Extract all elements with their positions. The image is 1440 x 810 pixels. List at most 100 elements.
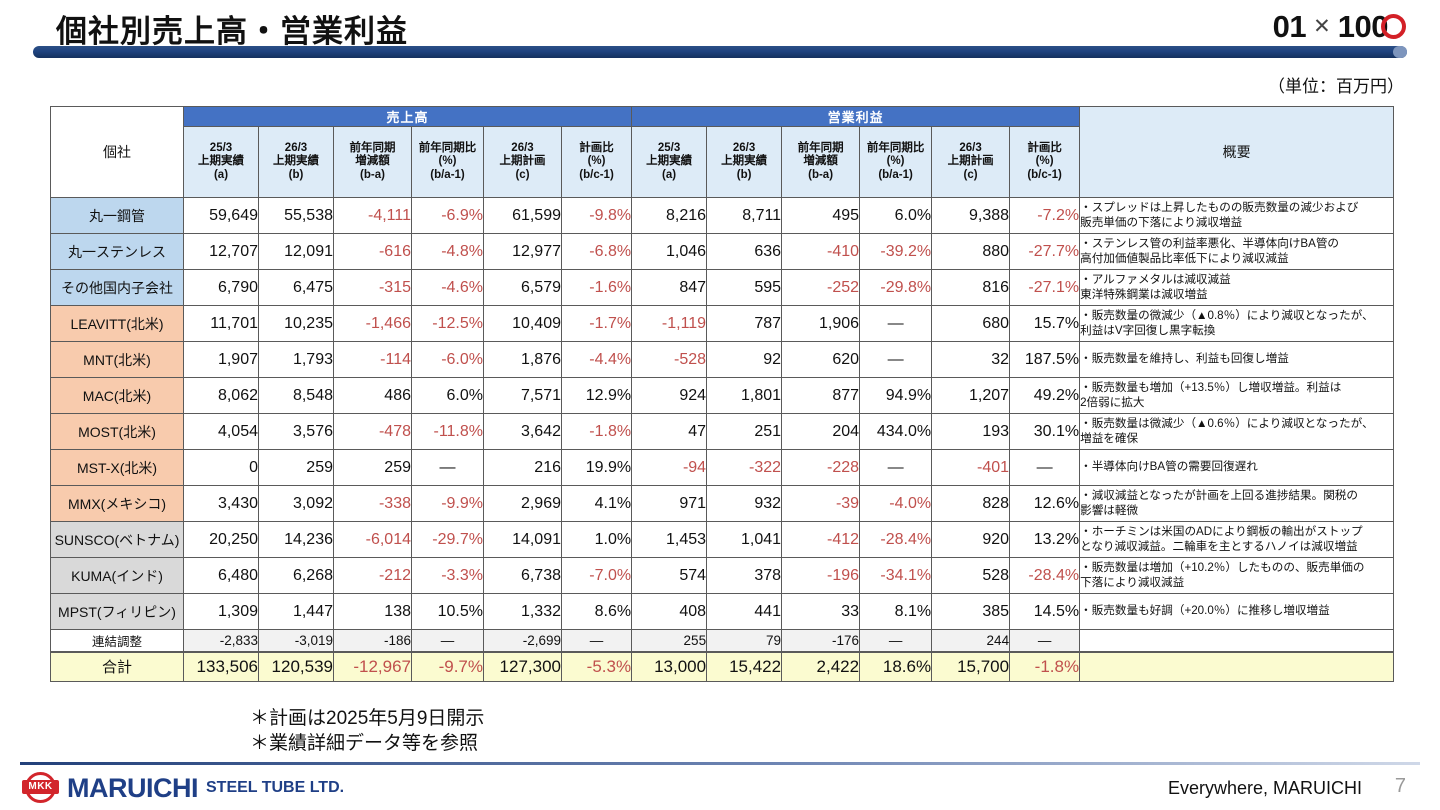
subheader-profit-2: 前年同期 増減額 (b-a) [781,126,861,198]
cell-profit-1: 932 [706,485,783,522]
cell-sales-4: 2,969 [483,485,562,522]
cell-sales-0: 8,062 [183,377,259,414]
cell-profit-4: 32 [931,341,1011,378]
cell-profit-1: 1,041 [706,521,783,558]
cell-profit-0: -94 [631,449,708,486]
cell-sales-4: -2,699 [483,629,562,652]
table-row: その他国内子会社 6,790 6,475 -315 -4.6% 6,579 -1.6% 847… [50,269,1395,306]
summary-header-cell: 概要 [1079,106,1395,198]
cell-sales-4: 61,599 [483,197,562,234]
corp-header-cell: 個社 [50,106,184,198]
cell-sales-1: 10,235 [258,305,334,342]
cell-sales-0: 1,907 [183,341,259,378]
cell-profit-3: 434.0% [859,413,933,450]
cell-profit-4: 9,388 [931,197,1011,234]
cell-sales-1: 1,447 [258,593,334,630]
cell-sales-2: -315 [333,269,412,306]
cell-profit-1: -322 [706,449,783,486]
footnotes: ＊計画は2025年5月9日開示 ＊業績詳細データ等を参照 [250,708,485,755]
cell-profit-2: -39 [781,485,861,522]
mkk-band: MKK [22,780,59,794]
brand-logo-01x100: 01 ✕ 100 [1273,8,1406,44]
cell-sales-0: 12,707 [183,233,259,270]
brand-logo-right-text: 100 [1338,11,1406,42]
subheader-sales-2: 前年同期 増減額 (b-a) [333,126,412,198]
financial-table: 個社 売上高 営業利益 概要 25/3 上期実績 (a) 26/3 上期実績 (b) 前… [50,106,1395,682]
maruichi-logo: MKK MARUICHI STEEL TUBE LTD. [22,772,344,805]
cell-profit-2: 33 [781,593,861,630]
group-header-sales: 売上高 [182,106,633,127]
cell-sales-2: -4,111 [333,197,412,234]
row-summary-note [1079,650,1395,682]
cell-profit-4: 920 [931,521,1011,558]
cell-sales-1: 3,092 [258,485,334,522]
table-row: SUNSCO(ベトナム) 20,250 14,236 -6,014 -29.7% 14,0… [50,521,1395,558]
cell-profit-5: 12.6% [1009,485,1081,522]
cell-sales-1: 14,236 [258,521,334,558]
row-summary-note: ・アルファメタルは減収減益 東洋特殊鋼業は減収増益 [1079,269,1395,306]
title-rule-knob [1393,46,1407,58]
cell-sales-2: -12,967 [333,650,412,682]
cell-profit-4: 528 [931,557,1011,594]
table-row: 連結調整 -2,833 -3,019 -186— -2,699—255 79 -176—24… [50,629,1395,652]
cell-profit-2: -412 [781,521,861,558]
subheader-sales-3: 前年同期比 (%) (b/a-1) [411,126,484,198]
cell-profit-2: -196 [781,557,861,594]
summary-header-label: 概要 [1222,144,1251,160]
cell-sales-2: -1,466 [333,305,412,342]
cell-sales-2: 486 [333,377,412,414]
row-company-name: MNT(北米) [50,341,184,378]
row-summary-note [1079,629,1395,652]
cell-profit-3: -39.2% [859,233,933,270]
row-company-name: 連結調整 [50,629,184,652]
cell-sales-3: 6.0% [411,377,484,414]
table-row: LEAVITT(北米) 11,701 10,235 -1,466 -12.5% 10,40… [50,305,1395,342]
cell-sales-3: -3.3% [411,557,484,594]
cell-sales-1: -3,019 [258,629,334,652]
cell-sales-0: 20,250 [183,521,259,558]
cell-sales-5: 4.1% [560,485,633,522]
cell-sales-5: -5.3% [560,650,633,682]
table-row: MPST(フィリピン) 1,309 1,447 138 10.5% 1,332 8.6% 40… [50,593,1395,630]
cell-profit-3: — [859,449,933,486]
cell-profit-0: 971 [631,485,708,522]
cell-profit-0: 8,216 [631,197,708,234]
cell-sales-1: 259 [258,449,334,486]
cell-profit-5: 15.7% [1009,305,1081,342]
cell-profit-5: -1.8% [1009,650,1081,682]
cell-sales-0: 6,480 [183,557,259,594]
footer-tagline: Everywhere, MARUICHI [1167,778,1362,798]
row-company-name: MAC(北米) [50,377,184,414]
title-underline-rule [33,46,1407,58]
cell-profit-4: -401 [931,449,1011,486]
cell-profit-2: 204 [781,413,861,450]
cell-profit-1: 8,711 [706,197,783,234]
cell-sales-5: 1.0% [560,521,633,558]
cell-sales-4: 10,409 [483,305,562,342]
cell-sales-5: -9.8% [560,197,633,234]
cell-profit-1: 79 [706,629,783,652]
cell-sales-3: -6.0% [411,341,484,378]
cell-profit-2: -176 [781,629,861,652]
cell-sales-2: -338 [333,485,412,522]
cell-profit-3: 94.9% [859,377,933,414]
maruichi-wordmark: MARUICHI [67,773,199,803]
cell-sales-2: -616 [333,233,412,270]
cell-profit-4: 1,207 [931,377,1011,414]
cell-profit-0: 255 [631,629,708,652]
cell-profit-4: 816 [931,269,1011,306]
cell-profit-5: -7.2% [1009,197,1081,234]
cell-sales-1: 120,539 [258,650,334,682]
cell-sales-0: -2,833 [183,629,259,652]
cell-profit-0: 1,453 [631,521,708,558]
cell-sales-4: 12,977 [483,233,562,270]
cell-profit-1: 15,422 [706,650,783,682]
subheader-profit-1: 26/3 上期実績 (b) [706,126,783,198]
maruichi-subtitle: STEEL TUBE LTD. [206,779,345,796]
cell-sales-3: — [411,629,484,652]
row-summary-note: ・販売数量を維持し、利益も回復し増益 [1079,341,1395,378]
group-header-profit: 営業利益 [631,106,1081,127]
mkk-band-label: MKK [28,781,53,792]
row-company-name: MST-X(北米) [50,449,184,486]
page-title: 個社別売上高・営業利益 [56,14,408,49]
